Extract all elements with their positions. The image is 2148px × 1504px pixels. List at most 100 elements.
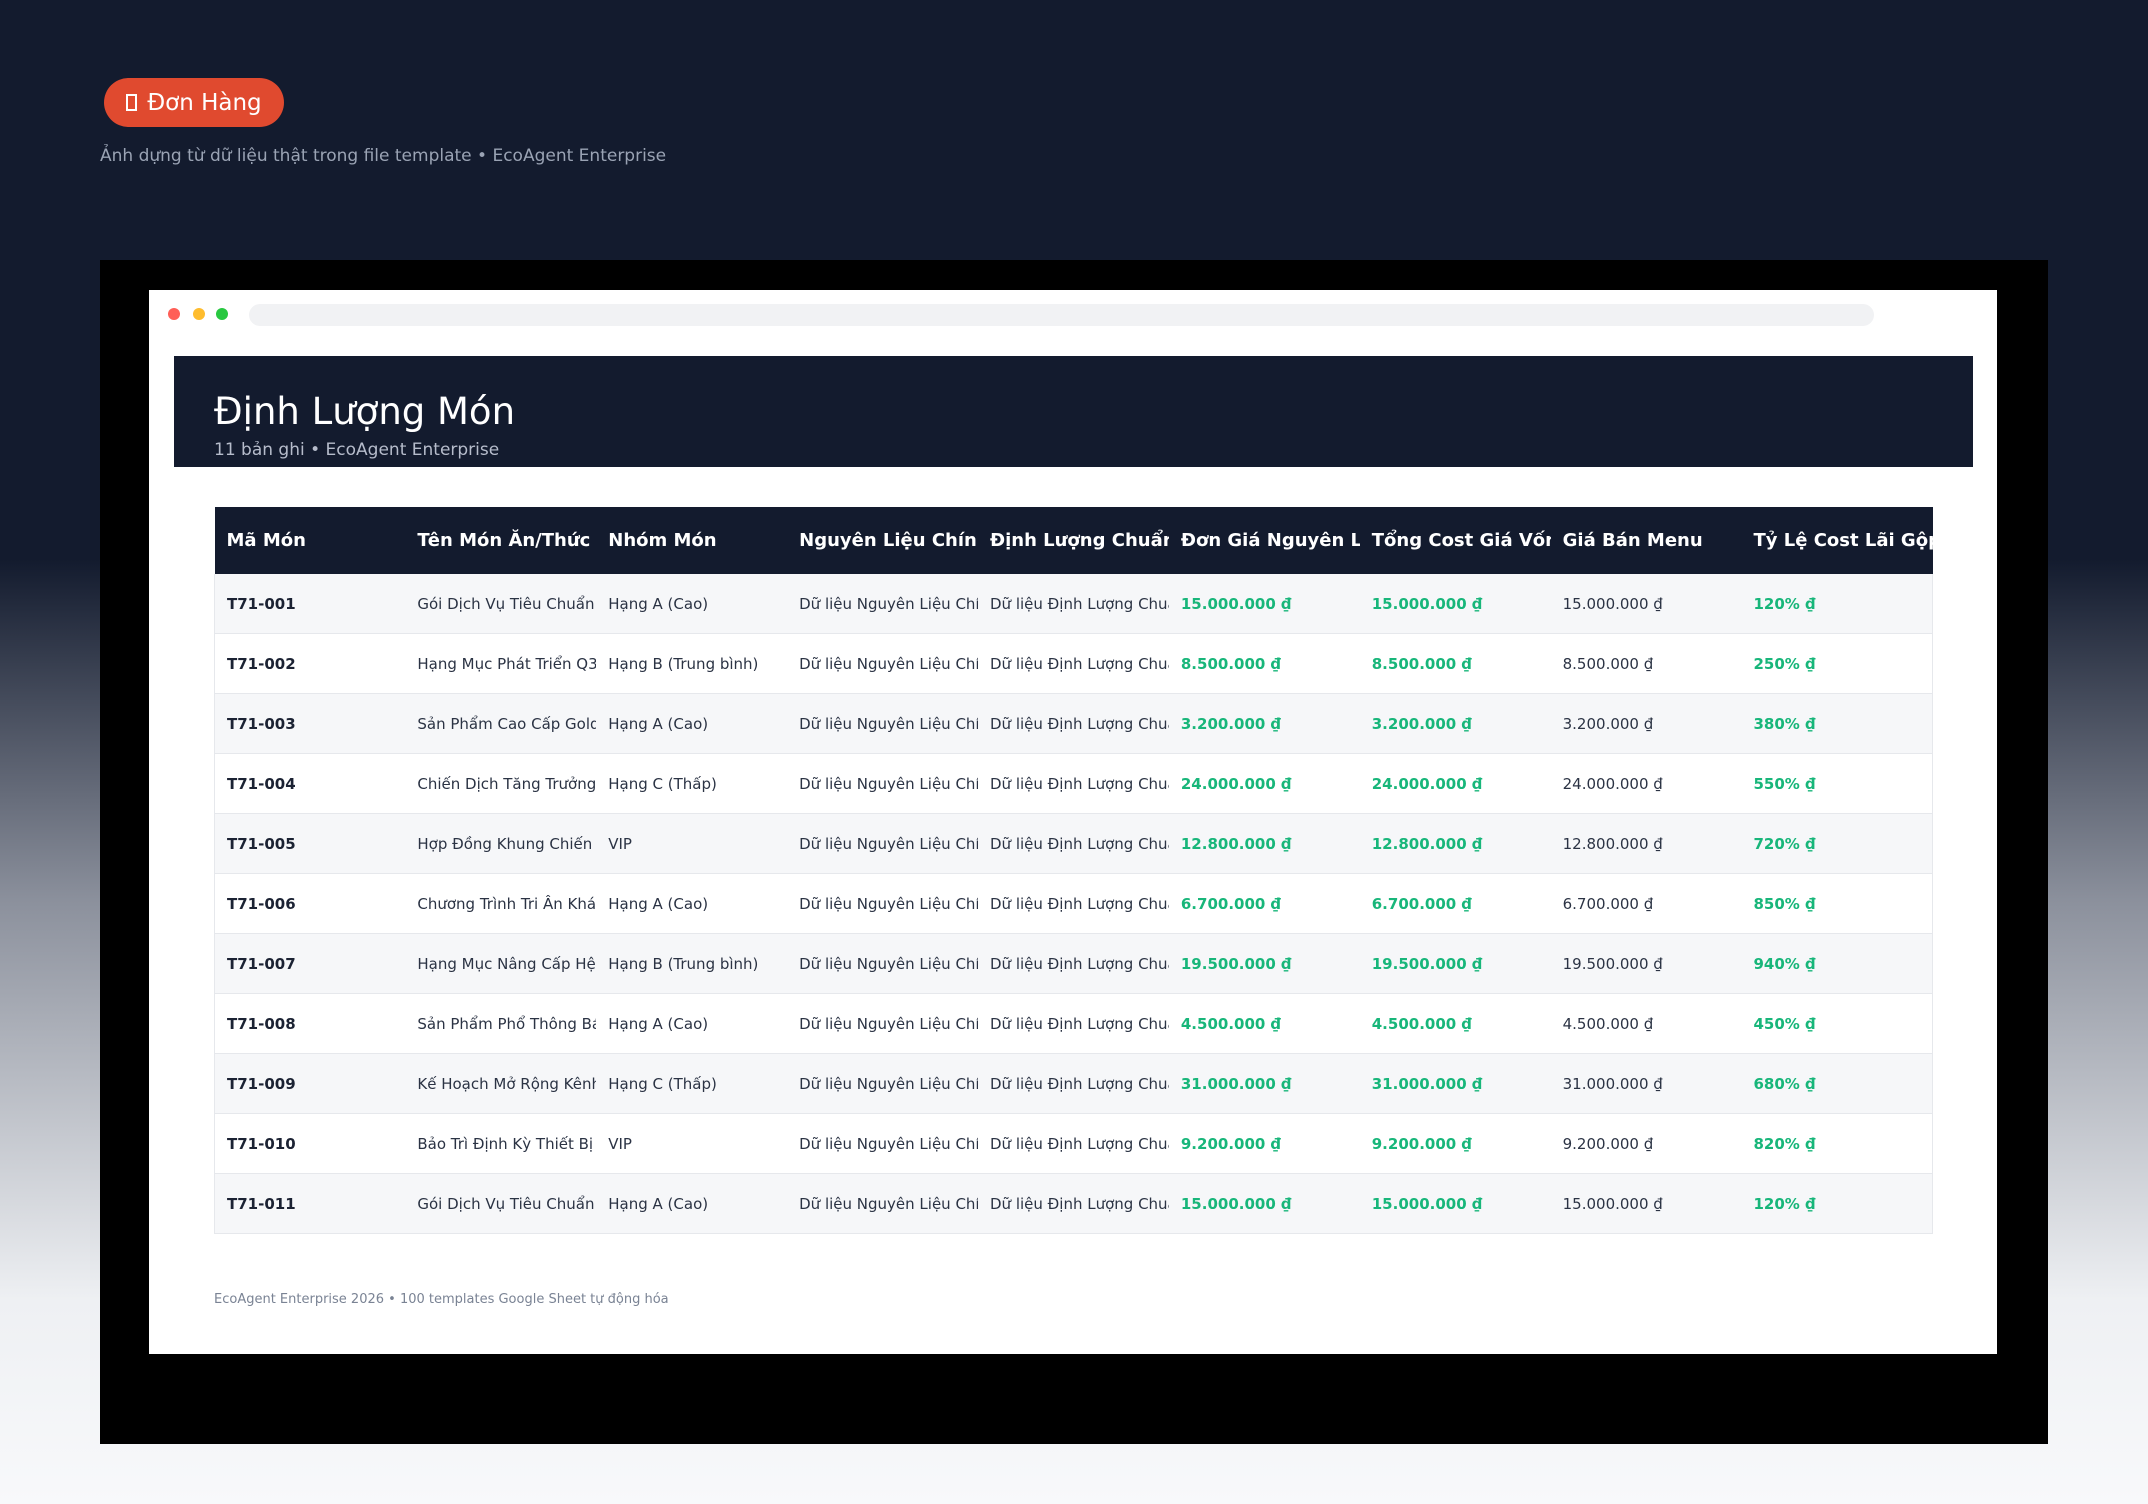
table-cell: 24.000.000 ₫ <box>1359 753 1551 814</box>
table-cell: 15.000.000 ₫ <box>1168 574 1360 634</box>
table-cell: Dữ liệu Nguyên Liệu Chín <box>787 813 978 874</box>
table-cell: 4.500.000 ₫ <box>1359 993 1551 1054</box>
table-cell: Dữ liệu Nguyên Liệu Chín <box>787 1173 978 1234</box>
table-cell: Dữ liệu Định Lượng Chuẩn <box>978 574 1169 634</box>
table-cell: T71-005 <box>214 813 406 874</box>
table-cell: Hạng A (Cao) <box>596 693 788 754</box>
table-cell: T71-007 <box>214 933 406 994</box>
column-header: Đơn Giá Nguyên Liệ <box>1168 507 1360 574</box>
table-cell: Gói Dịch Vụ Tiêu Chuẩn <box>405 1173 597 1234</box>
table-cell: T71-011 <box>214 1173 406 1234</box>
table-cell: VIP <box>596 1113 788 1174</box>
table-cell: Dữ liệu Định Lượng Chuẩn <box>978 1053 1169 1114</box>
icon <box>126 94 138 111</box>
table-cell: Chiến Dịch Tăng Trưởng T <box>405 753 597 814</box>
column-header: Giá Bán Menu <box>1550 507 1742 574</box>
table-cell: 31.000.000 ₫ <box>1359 1053 1551 1114</box>
table-cell: 380% ₫ <box>1741 693 1933 754</box>
table-cell: Hạng A (Cao) <box>596 1173 788 1234</box>
table-cell: 3.200.000 ₫ <box>1168 693 1360 754</box>
table-cell: 12.800.000 ₫ <box>1168 813 1360 874</box>
table-cell: 6.700.000 ₫ <box>1168 873 1360 934</box>
table-cell: Sản Phẩm Phổ Thông Bán C <box>405 993 597 1054</box>
table-cell: Dữ liệu Nguyên Liệu Chín <box>787 933 978 994</box>
address-bar <box>249 304 1874 326</box>
table-cell: 120% ₫ <box>1741 1173 1933 1234</box>
table-cell: 8.500.000 ₫ <box>1359 633 1551 694</box>
table-cell: Dữ liệu Nguyên Liệu Chín <box>787 693 978 754</box>
table-cell: Kế Hoạch Mở Rộng Kênh Ph <box>405 1053 597 1114</box>
table-cell: 8.500.000 ₫ <box>1550 633 1742 694</box>
table-cell: 820% ₫ <box>1741 1113 1933 1174</box>
table-cell: 120% ₫ <box>1741 574 1933 634</box>
maximize-dot <box>216 308 228 320</box>
table-cell: 6.700.000 ₫ <box>1550 873 1742 934</box>
table-cell: Hạng B (Trung bình) <box>596 933 788 994</box>
column-header: Tỷ Lệ Cost Lãi Gộp <box>1741 507 1933 574</box>
sheet-subtitle: 11 bản ghi • EcoAgent Enterprise <box>214 440 500 460</box>
table-cell: Dữ liệu Định Lượng Chuẩn <box>978 873 1169 934</box>
table-cell: Dữ liệu Định Lượng Chuẩn <box>978 753 1169 814</box>
table-cell: Dữ liệu Nguyên Liệu Chín <box>787 1113 978 1174</box>
table-cell: 940% ₫ <box>1741 933 1933 994</box>
table-cell: Hạng B (Trung bình) <box>596 633 788 694</box>
table-row: T71-003 Sản Phẩm Cao Cấp Gold Hạng A (Cao)… <box>214 693 1933 754</box>
table-cell: Dữ liệu Định Lượng Chuẩn <box>978 1173 1169 1234</box>
table-cell: Dữ liệu Nguyên Liệu Chín <box>787 1053 978 1114</box>
table-cell: Hạng C (Thấp) <box>596 1053 788 1114</box>
table-cell: 3.200.000 ₫ <box>1359 693 1551 754</box>
table-cell: Dữ liệu Nguyên Liệu Chín <box>787 993 978 1054</box>
sheet-title: Định Lượng Món <box>214 390 516 433</box>
table-cell: Dữ liệu Nguyên Liệu Chín <box>787 753 978 814</box>
table-cell: T71-006 <box>214 873 406 934</box>
minimize-dot <box>193 308 205 320</box>
table-cell: 19.500.000 ₫ <box>1550 933 1742 994</box>
table-cell: Dữ liệu Nguyên Liệu Chín <box>787 873 978 934</box>
table-cell: Hạng Mục Phát Triển Q3 <box>405 633 597 694</box>
table-cell: 680% ₫ <box>1741 1053 1933 1114</box>
table-cell: 9.200.000 ₫ <box>1550 1113 1742 1174</box>
table-cell: 8.500.000 ₫ <box>1168 633 1360 694</box>
footer: EcoAgent Enterprise 2026 • 100 templates… <box>214 1292 669 1307</box>
table-cell: T71-004 <box>214 753 406 814</box>
badge-text: Đơn Hàng <box>147 89 262 116</box>
table-cell: Chương Trình Tri Ân Khác <box>405 873 597 934</box>
table-cell: Dữ liệu Nguyên Liệu Chín <box>787 574 978 634</box>
sheet-header: Định Lượng Món 11 bản ghi • EcoAgent Ent… <box>174 356 1973 467</box>
table-cell: Dữ liệu Định Lượng Chuẩn <box>978 1113 1169 1174</box>
table-cell: 12.800.000 ₫ <box>1359 813 1551 874</box>
table-cell: T71-009 <box>214 1053 406 1114</box>
table-cell: 6.700.000 ₫ <box>1359 873 1551 934</box>
table-row: T71-006 Chương Trình Tri Ân Khác Hạng A (C… <box>214 873 1933 934</box>
table-cell: 24.000.000 ₫ <box>1550 753 1742 814</box>
table-cell: T71-010 <box>214 1113 406 1174</box>
table-cell: Dữ liệu Định Lượng Chuẩn <box>978 633 1169 694</box>
column-header: Tổng Cost Giá Vốn <box>1359 507 1551 574</box>
table-cell: 15.000.000 ₫ <box>1359 574 1551 634</box>
table-cell: 720% ₫ <box>1741 813 1933 874</box>
table-cell: 24.000.000 ₫ <box>1168 753 1360 814</box>
table-cell: T71-008 <box>214 993 406 1054</box>
table-cell: 15.000.000 ₫ <box>1168 1173 1360 1234</box>
table-cell: Dữ liệu Định Lượng Chuẩn <box>978 993 1169 1054</box>
table-cell: Dữ liệu Định Lượng Chuẩn <box>978 933 1169 994</box>
column-header: Tên Món Ăn/Thức Uố <box>405 507 597 574</box>
table-cell: Hạng A (Cao) <box>596 574 788 634</box>
table-cell: 15.000.000 ₫ <box>1359 1173 1551 1234</box>
table-cell: 3.200.000 ₫ <box>1550 693 1742 754</box>
table-cell: 12.800.000 ₫ <box>1550 813 1742 874</box>
table-row: T71-001 Gói Dịch Vụ Tiêu Chuẩn Hạng A (Cao… <box>214 574 1933 634</box>
table-row: T71-004 Chiến Dịch Tăng Trưởng T Hạng C (T… <box>214 753 1933 814</box>
table-cell: Sản Phẩm Cao Cấp Gold <box>405 693 597 754</box>
column-header: Định Lượng Chuẩn <box>978 507 1169 574</box>
table-cell: 19.500.000 ₫ <box>1168 933 1360 994</box>
table-cell: 550% ₫ <box>1741 753 1933 814</box>
column-header: Nhóm Món <box>596 507 788 574</box>
table-cell: 9.200.000 ₫ <box>1168 1113 1360 1174</box>
badge[interactable]: Đơn Hàng <box>104 78 284 127</box>
close-dot <box>168 308 180 320</box>
